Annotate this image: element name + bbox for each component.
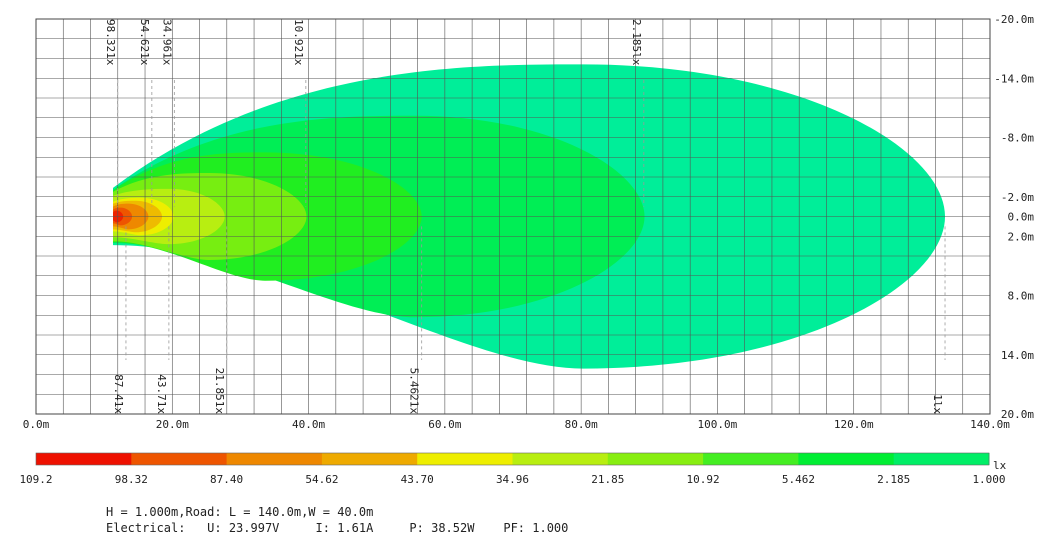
grid-lines <box>35 18 991 415</box>
legend-label: 10.92 <box>687 473 720 486</box>
y-tick-label: 0.0m <box>1008 211 1035 224</box>
legend-label: 21.85 <box>591 473 624 486</box>
axis-tick-labels: 0.0m 20.0m 40.0m 60.0m 80.0m 100.0m 120.0m 140.… <box>23 13 1035 431</box>
y-tick-label: 8.0m <box>1008 290 1035 303</box>
legend-swatch-2 <box>226 453 323 465</box>
legend-swatch-7 <box>703 453 799 465</box>
legend-label: 1.000 <box>972 473 1005 486</box>
contour-label-top-2: 34.961x <box>160 19 173 66</box>
legend-swatch-0 <box>36 453 132 465</box>
x-tick-label: 20.0m <box>156 418 189 431</box>
legend-swatch-8 <box>798 453 895 465</box>
legend-label: 2.185 <box>877 473 910 486</box>
legend-label: 109.2 <box>19 473 52 486</box>
contour-label-bottom-9: 1lx <box>931 394 944 414</box>
legend-label: 98.32 <box>115 473 148 486</box>
y-tick-label: -20.0m <box>994 13 1034 26</box>
y-tick-label: 2.0m <box>1008 230 1035 243</box>
legend-label: 54.62 <box>305 473 338 486</box>
mounting-road-info: H = 1.000m,Road: L = 140.0m,W = 40.0m <box>106 505 374 519</box>
legend-swatch-5 <box>512 453 609 465</box>
legend-frame <box>35 452 990 466</box>
contour-label-top-4: 2.185lx <box>630 19 643 66</box>
electrical-info: Electrical: U: 23.997V I: 1.61A P: 38.52… <box>106 521 569 535</box>
legend-swatch-6 <box>607 453 704 465</box>
legend-swatch-9 <box>893 453 990 465</box>
legend-label: 87.40 <box>210 473 243 486</box>
illuminance-contour-chart: 98.321x 54.621x 34.961x 10.921x 2.185lx87.41… <box>19 13 1035 486</box>
legend-label: 5.462 <box>782 473 815 486</box>
plot-frame <box>35 18 991 415</box>
x-tick-label: 40.0m <box>292 418 325 431</box>
contour-label-bottom-5: 87.41x <box>112 374 125 414</box>
contour-labels: 98.321x 54.621x 34.961x 10.921x 2.185lx 87.41… <box>104 19 944 414</box>
contour-label-top-1: 54.621x <box>138 19 151 66</box>
contour-label-bottom-6: 43.71x <box>155 374 168 414</box>
legend-label: 43.70 <box>401 473 434 486</box>
y-tick-label: 14.0m <box>1001 349 1034 362</box>
x-tick-label: 140.0m <box>970 418 1010 431</box>
contour-label-top-0: 98.321x <box>104 19 117 66</box>
y-tick-label: 20.0m <box>1001 408 1034 421</box>
x-tick-label: 80.0m <box>565 418 598 431</box>
color-legend: lx 109.2 98.32 87.40 54.62 43.70 34.96 21.85 10.… <box>19 452 1007 486</box>
y-tick-label: -2.0m <box>1001 191 1034 204</box>
x-tick-label: 0.0m <box>23 418 50 431</box>
legend-swatch-1 <box>131 453 228 465</box>
x-tick-label: 100.0m <box>698 418 738 431</box>
legend-swatch-3 <box>321 453 418 465</box>
x-tick-label: 120.0m <box>834 418 874 431</box>
contour-label-bottom-7: 21.851x <box>213 368 226 415</box>
y-tick-label: -8.0m <box>1001 132 1034 145</box>
contour-guide-lines <box>117 80 946 360</box>
legend-label: 34.96 <box>496 473 529 486</box>
legend-unit: lx <box>993 459 1007 472</box>
contour-label-top-3: 10.921x <box>292 19 305 66</box>
contour-label-bottom-8: 5.4621x <box>408 368 421 415</box>
y-tick-label: -14.0m <box>994 72 1034 85</box>
x-tick-label: 60.0m <box>428 418 461 431</box>
legend-swatch-4 <box>417 453 513 465</box>
